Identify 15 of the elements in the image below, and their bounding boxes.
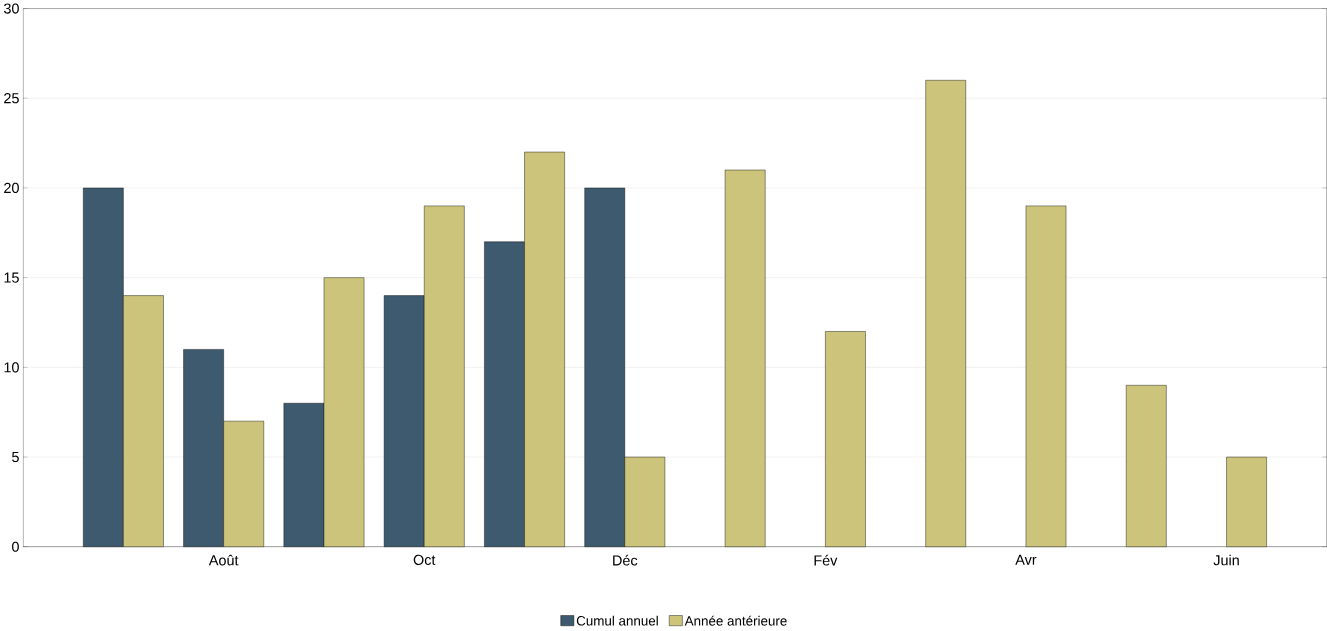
x-tick-label: Août: [208, 554, 239, 566]
y-tick-label: 25: [4, 93, 19, 104]
y-tick-label: 10: [4, 362, 19, 373]
x-tick-label: Déc: [613, 554, 638, 566]
legend-label: Cumul annuel: [576, 615, 658, 626]
x-tick-label: Oct: [413, 554, 436, 565]
y-tick-label: 20: [4, 182, 19, 193]
y-tick-label: 5: [12, 451, 19, 462]
x-tick-label: Avr: [1015, 554, 1037, 565]
x-tick-label: Juin: [1213, 554, 1239, 566]
y-tick-label: 15: [4, 272, 19, 283]
y-tick-label: 30: [3, 3, 19, 14]
legend-label: Année antérieure: [684, 615, 787, 626]
x-tick-label: Fév: [814, 554, 838, 566]
y-tick-label: 0: [12, 541, 19, 552]
